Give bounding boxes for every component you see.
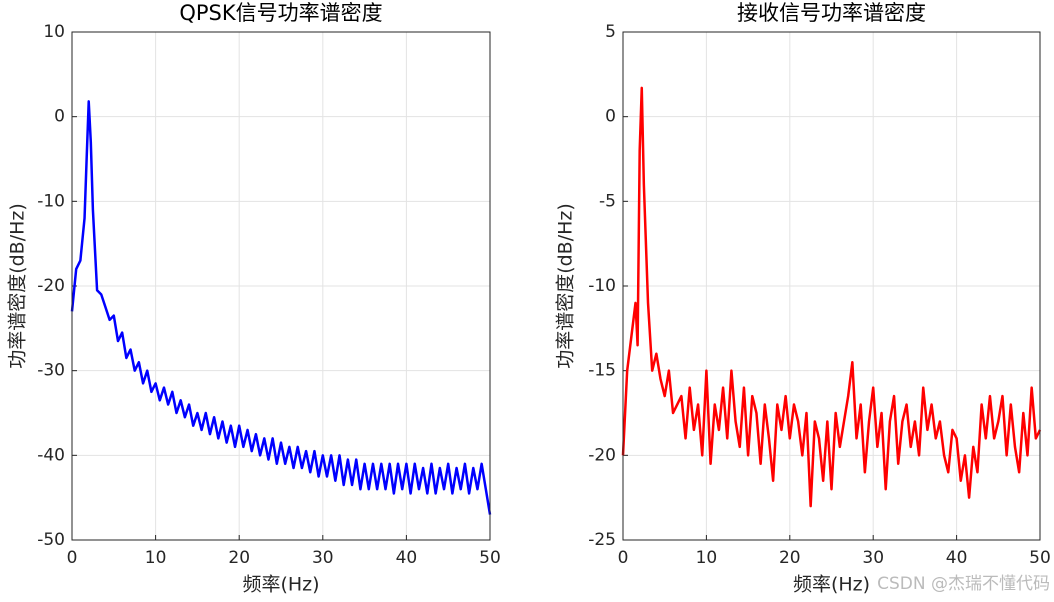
y-tick-label: 0: [54, 107, 65, 127]
x-tick-label: 0: [67, 548, 78, 568]
x-tick-label: 0: [618, 548, 629, 568]
y-tick-label: -20: [37, 276, 65, 296]
y-tick-label: -20: [588, 445, 616, 465]
axes-box: [622, 31, 1041, 541]
y-tick-label: -50: [37, 530, 65, 550]
x-tick-label: 10: [145, 548, 167, 568]
x-tick-label: 50: [1029, 548, 1051, 568]
x-tick-label: 40: [396, 548, 418, 568]
y-axis-label: 功率谱密度(dB/Hz): [555, 203, 577, 369]
x-tick-label: 10: [696, 548, 718, 568]
x-tick-label: 50: [479, 548, 501, 568]
axes-box: [71, 31, 491, 541]
y-tick-label: 0: [605, 107, 616, 127]
x-tick-label: 30: [312, 548, 334, 568]
y-tick-label: -40: [37, 445, 65, 465]
y-tick-label: -15: [588, 361, 616, 381]
x-axis-label: 频率(Hz): [242, 574, 319, 596]
x-axis-label: 频率(Hz): [793, 574, 870, 596]
y-tick-label: -5: [599, 191, 616, 211]
y-tick-label: 10: [43, 22, 65, 42]
x-tick-label: 20: [228, 548, 250, 568]
y-tick-label: -30: [37, 361, 65, 381]
y-tick-label: -10: [37, 191, 65, 211]
x-tick-label: 40: [946, 548, 968, 568]
x-tick-label: 20: [779, 548, 801, 568]
y-tick-label: -25: [588, 530, 616, 550]
chart-title: 接收信号功率谱密度: [737, 1, 926, 25]
y-tick-label: 5: [605, 22, 616, 42]
y-tick-label: -10: [588, 276, 616, 296]
data-line: [70, 100, 492, 515]
chart-title: QPSK信号功率谱密度: [179, 1, 382, 25]
data-line: [621, 86, 1042, 508]
x-tick-label: 30: [862, 548, 884, 568]
watermark: CSDN @杰瑞不懂代码: [877, 574, 1050, 594]
y-axis-label: 功率谱密度(dB/Hz): [7, 203, 29, 369]
